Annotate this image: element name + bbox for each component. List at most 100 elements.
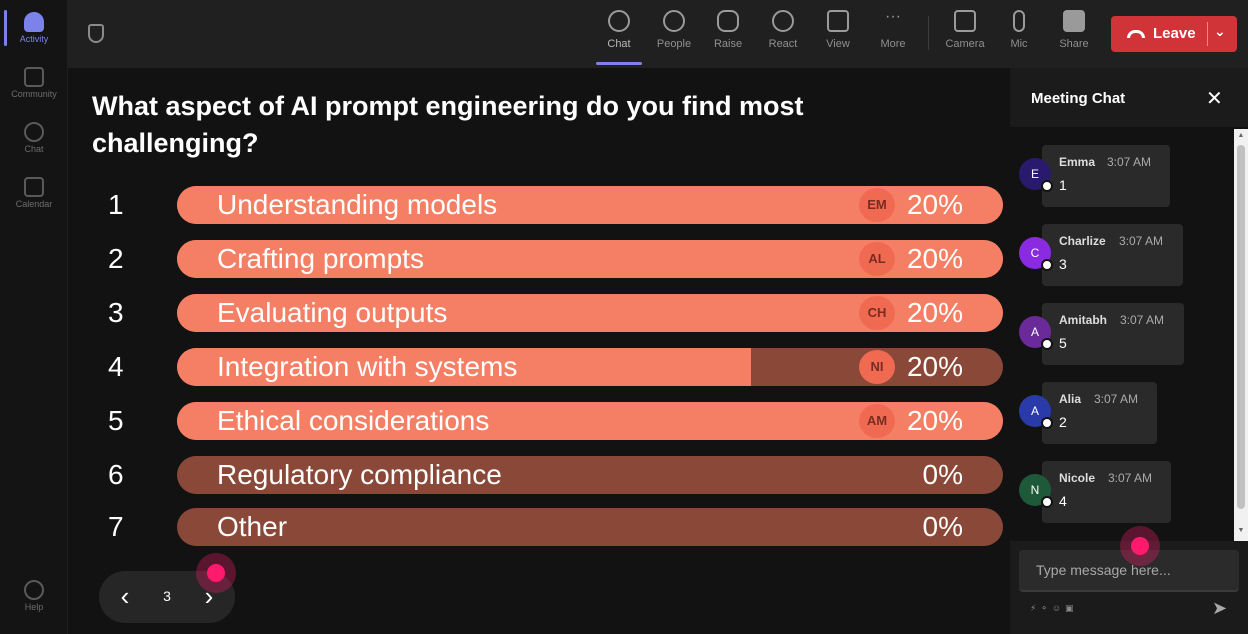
message-author: Charlize — [1059, 234, 1106, 248]
mic-button[interactable]: Mic — [996, 10, 1042, 50]
poll-option-bar[interactable]: Ethical considerations AM 20% — [177, 402, 1003, 440]
option-label: Regulatory compliance — [217, 459, 502, 490]
poll-option-bar[interactable]: Crafting prompts AL 20% — [177, 240, 1003, 278]
rail-item-chat[interactable]: Chat — [0, 122, 68, 154]
avatar[interactable]: A — [1019, 395, 1053, 429]
previous-page-button[interactable]: ‹ — [120, 581, 130, 611]
leave-button[interactable]: Leave ⌄ — [1111, 16, 1237, 52]
option-percentage: 20% — [906, 297, 963, 328]
poll-option-bar[interactable]: Integration with systems NI 20% — [177, 348, 1003, 386]
voter-avatar: AM — [859, 404, 895, 438]
chat-message[interactable]: Alia 3:07 AM 2 — [1042, 382, 1157, 444]
message-text: 2 — [1059, 414, 1067, 430]
option-percentage: 20% — [906, 351, 963, 382]
calendar-icon — [24, 177, 44, 197]
message-text: 3 — [1059, 256, 1067, 272]
avatar[interactable]: C — [1019, 237, 1053, 271]
microphone-icon — [1013, 10, 1025, 32]
option-label: Ethical considerations — [217, 405, 490, 436]
share-button[interactable]: Share — [1051, 10, 1097, 50]
poll-pager: ‹ 3 › — [99, 571, 235, 623]
app-rail: Activity Community Chat Calendar Help — [0, 0, 68, 634]
chat-icon — [24, 122, 44, 142]
rail-item-activity[interactable]: Activity — [0, 12, 68, 44]
chat-message[interactable]: Nicole 3:07 AM 4 — [1042, 461, 1171, 523]
option-number: 6 — [108, 459, 124, 490]
react-button[interactable]: React — [760, 10, 806, 50]
avatar[interactable]: N — [1019, 474, 1053, 508]
message-timestamp: 3:07 AM — [1107, 155, 1152, 169]
community-icon — [24, 67, 44, 87]
message-input[interactable] — [1019, 550, 1239, 590]
chat-button[interactable]: Chat — [596, 10, 642, 50]
voter-avatar: EM — [859, 188, 895, 222]
scroll-up-arrow[interactable]: ▲ — [1237, 132, 1245, 139]
chevron-down-icon[interactable]: ⌄ — [1214, 23, 1226, 39]
hand-icon — [717, 10, 739, 32]
chat-header-divider — [1010, 127, 1248, 129]
mic-button-label: Mic — [1010, 38, 1028, 50]
voter-avatar: AL — [859, 242, 895, 276]
toolbar-divider — [928, 16, 929, 50]
next-page-button[interactable]: › — [204, 581, 214, 611]
chat-message[interactable]: Emma 3:07 AM 1 — [1042, 145, 1170, 207]
raise-button-label: Raise — [713, 38, 743, 50]
camera-button[interactable]: Camera — [942, 10, 988, 50]
option-percentage: 20% — [906, 243, 963, 274]
option-number: 7 — [108, 511, 124, 542]
meeting-toolbar: Chat People Raise React View ··· More Ca… — [68, 0, 1248, 68]
rail-item-community[interactable]: Community — [0, 67, 68, 99]
more-button-label: More — [880, 38, 906, 50]
poll-option-bar[interactable]: Other 0% — [177, 508, 1003, 546]
poll-option-bar[interactable]: Regulatory compliance 0% — [177, 456, 1003, 494]
ellipsis-icon: ··· — [885, 8, 901, 25]
send-icon[interactable]: ➤ — [1212, 598, 1228, 618]
poll-option-bar[interactable]: Evaluating outputs CH 20% — [177, 294, 1003, 332]
rail-item-label: Help — [24, 602, 44, 612]
presence-status-icon — [1041, 259, 1053, 271]
rail-item-label: Community — [11, 89, 57, 99]
option-label: Integration with systems — [217, 351, 518, 382]
rail-item-calendar[interactable]: Calendar — [0, 177, 68, 209]
chat-panel-title: Meeting Chat — [1031, 90, 1126, 107]
message-author: Emma — [1059, 155, 1096, 169]
presence-status-icon — [1041, 338, 1053, 350]
message-timestamp: 3:07 AM — [1108, 471, 1153, 485]
option-percentage: 0% — [922, 511, 963, 542]
camera-off-icon — [954, 10, 976, 32]
phone-hangup-icon — [1127, 30, 1145, 38]
poll-question: What aspect of AI prompt engineering do … — [92, 91, 804, 158]
chat-button-label: Chat — [607, 38, 631, 50]
rail-item-help[interactable]: Help — [0, 580, 68, 612]
message-author: Amitabh — [1059, 313, 1107, 327]
message-compose-box — [1019, 550, 1239, 592]
avatar[interactable]: E — [1019, 158, 1053, 192]
option-number: 2 — [108, 243, 124, 274]
avatar-initial: E — [1030, 167, 1039, 181]
avatar[interactable]: A — [1019, 316, 1053, 350]
chat-active-indicator — [596, 62, 642, 65]
more-button[interactable]: ··· More — [870, 8, 916, 51]
close-icon[interactable]: ✕ — [1206, 88, 1223, 110]
pointer-highlight — [1120, 526, 1160, 566]
format-toolbar[interactable]: ⚡⚬☺▣ — [1030, 603, 1078, 613]
poll-stage: What aspect of AI prompt engineering do … — [68, 68, 1010, 634]
smiley-icon — [772, 10, 794, 32]
raise-hand-button[interactable]: Raise — [705, 10, 751, 50]
page-number: 3 — [163, 588, 171, 604]
scroll-down-arrow[interactable]: ▼ — [1237, 527, 1245, 534]
option-number: 4 — [108, 351, 124, 382]
poll-option-bar[interactable]: Understanding models EM 20% — [177, 186, 1003, 224]
chat-message[interactable]: Amitabh 3:07 AM 5 — [1042, 303, 1184, 365]
rail-active-indicator — [4, 10, 7, 46]
avatar-initial: A — [1030, 404, 1039, 418]
option-label: Understanding models — [217, 189, 498, 220]
scroll-thumb[interactable] — [1237, 145, 1245, 509]
chat-scrollbar[interactable]: ▲ ▼ — [1234, 129, 1248, 541]
message-timestamp: 3:07 AM — [1119, 234, 1164, 248]
view-button-label: View — [826, 38, 850, 50]
view-button[interactable]: View — [815, 10, 861, 50]
option-percentage: 20% — [906, 189, 963, 220]
people-button[interactable]: People — [651, 10, 697, 50]
chat-message[interactable]: Charlize 3:07 AM 3 — [1042, 224, 1183, 286]
